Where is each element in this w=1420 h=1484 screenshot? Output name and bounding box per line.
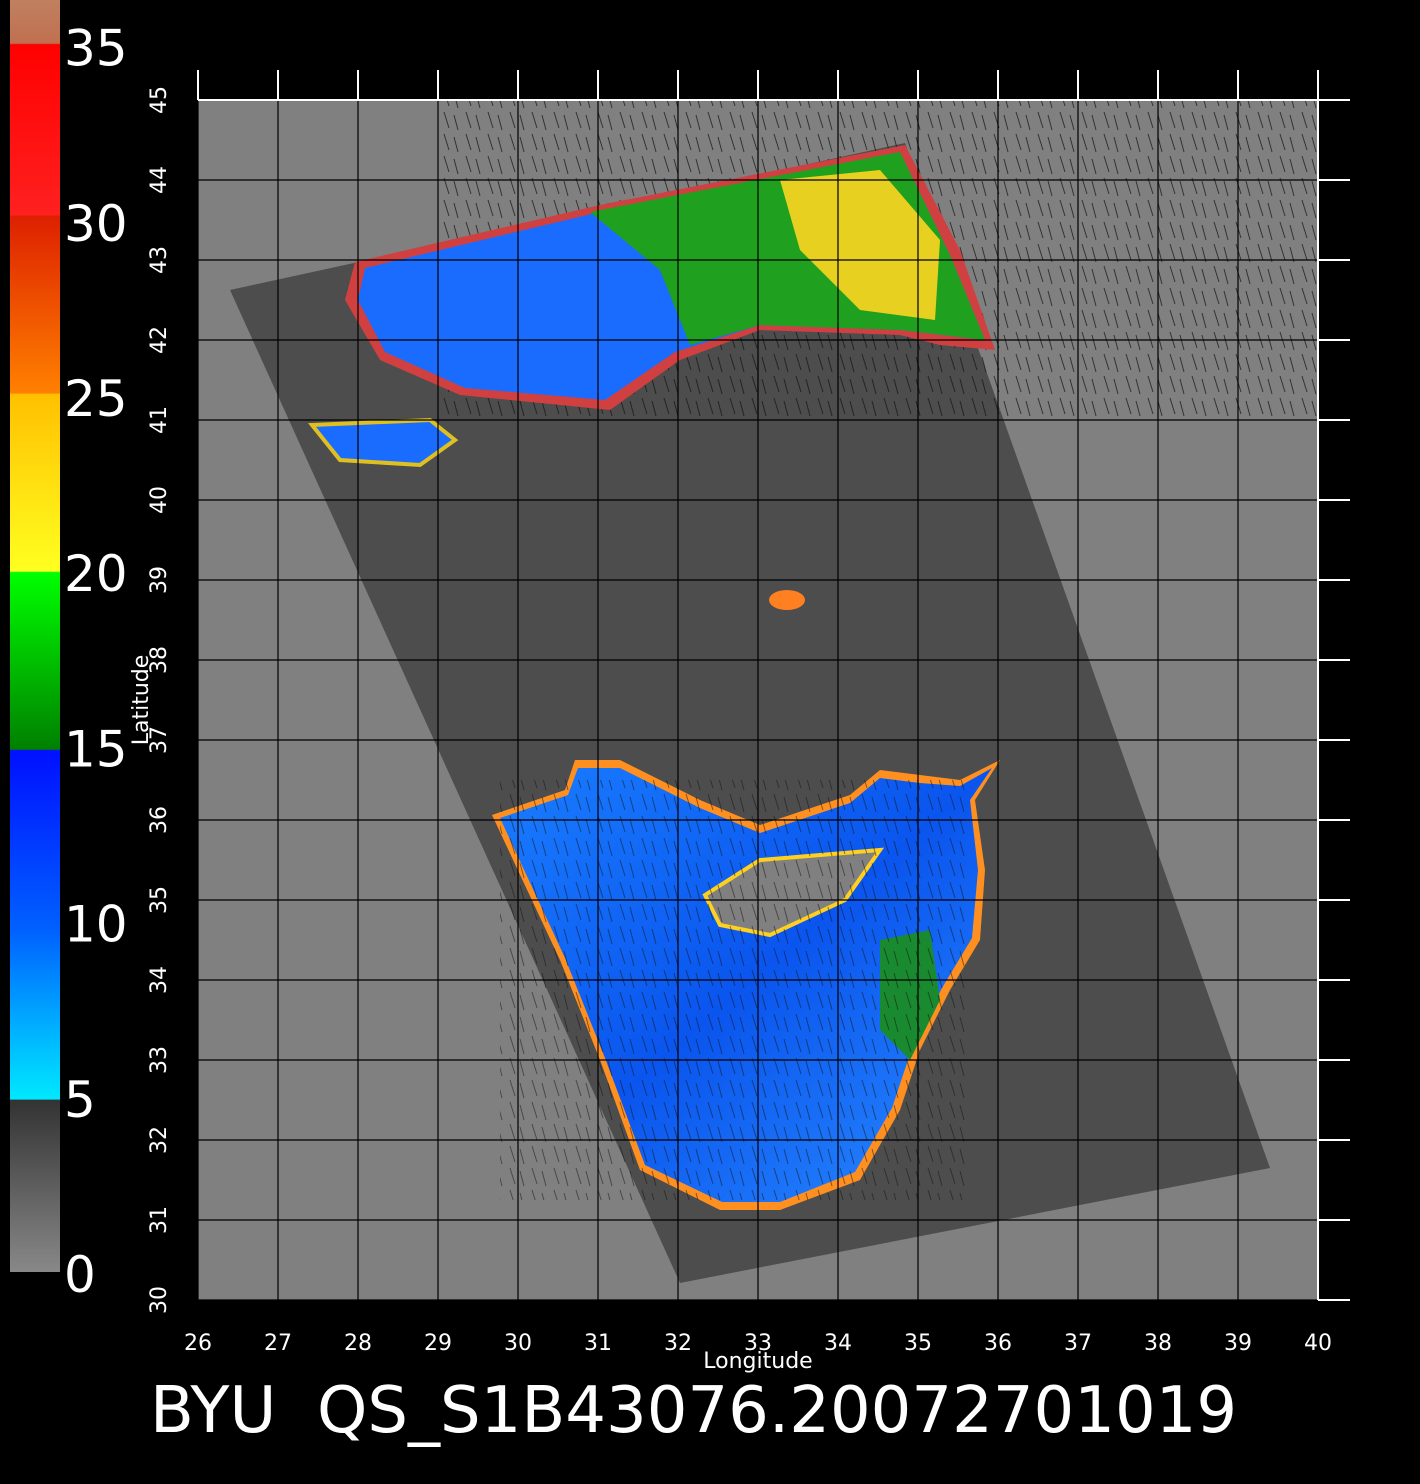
- x-tick-label: 35: [904, 1331, 932, 1356]
- x-tick-label: 27: [264, 1331, 292, 1356]
- colorbar-label: 20: [64, 545, 128, 603]
- colorbar-label: 0: [64, 1246, 96, 1304]
- y-tick-label: 31: [147, 1206, 172, 1234]
- colorbar-label: 10: [64, 896, 128, 954]
- y-tick-label: 30: [147, 1286, 172, 1314]
- wind-spot: [769, 590, 805, 610]
- y-tick-label: 41: [147, 406, 172, 434]
- y-tick-label: 40: [147, 486, 172, 514]
- colorbar-label: 25: [64, 370, 128, 428]
- x-axis-label: Longitude: [703, 1349, 812, 1374]
- y-axis-label: Latitude: [129, 655, 154, 746]
- y-tick-label: 34: [147, 966, 172, 994]
- y-tick-label: 44: [147, 166, 172, 194]
- colorbar: [10, 0, 60, 1272]
- colorbar-label: 5: [64, 1071, 96, 1129]
- y-tick-label: 45: [147, 86, 172, 114]
- y-tick-label: 39: [147, 566, 172, 594]
- y-tick-label: 33: [147, 1046, 172, 1074]
- colorbar-label: 15: [64, 720, 128, 778]
- x-tick-label: 33: [744, 1331, 772, 1356]
- y-tick-label: 36: [147, 806, 172, 834]
- x-tick-label: 34: [824, 1331, 852, 1356]
- wind-barbs-south: [500, 780, 970, 1200]
- y-tick-label: 42: [147, 326, 172, 354]
- x-tick-label: 38: [1144, 1331, 1172, 1356]
- x-tick-label: 26: [184, 1331, 212, 1356]
- x-tick-label: 37: [1064, 1331, 1092, 1356]
- y-tick-label: 37: [147, 726, 172, 754]
- x-tick-label: 30: [504, 1331, 532, 1356]
- x-tick-label: 29: [424, 1331, 452, 1356]
- y-tick-label: 32: [147, 1126, 172, 1154]
- colorbar-label: 30: [64, 195, 128, 253]
- x-tick-label: 40: [1304, 1331, 1332, 1356]
- satellite-swath: [230, 143, 1270, 1283]
- x-tick-label: 31: [584, 1331, 612, 1356]
- y-tick-label: 38: [147, 646, 172, 674]
- y-tick-label: 35: [147, 886, 172, 914]
- x-tick-label: 28: [344, 1331, 372, 1356]
- wind-very-high-zone: [780, 170, 940, 320]
- colorbar-label: 35: [64, 20, 128, 78]
- y-tick-label: 43: [147, 246, 172, 274]
- x-tick-label: 36: [984, 1331, 1012, 1356]
- image-title: BYU QS_S1B43076.20072701019: [150, 1374, 1237, 1448]
- x-tick-label: 32: [664, 1331, 692, 1356]
- x-tick-label: 39: [1224, 1331, 1252, 1356]
